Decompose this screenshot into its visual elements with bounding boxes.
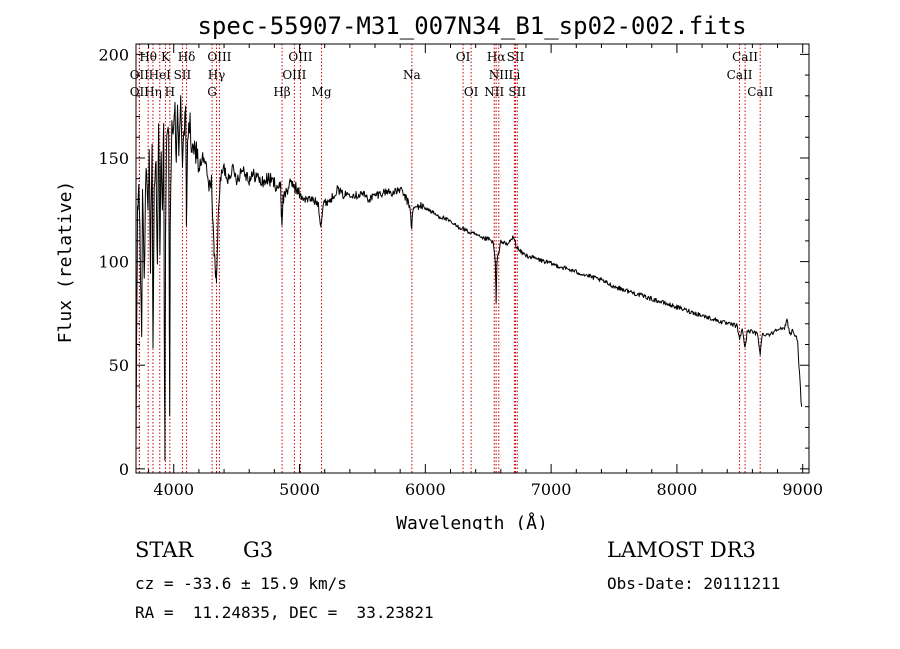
line-label: Hα: [487, 50, 506, 64]
plot-frame: [135, 43, 810, 474]
axes: 4000 5000 6000 7000 8000 9000 0 50 100 150 200: [98, 44, 823, 499]
line-label: SII: [174, 68, 192, 82]
x-tick-label: 7000: [531, 480, 572, 499]
spectrum-line: [135, 95, 802, 461]
line-label: OIII: [282, 68, 306, 82]
x-tick-label: 5000: [279, 480, 320, 499]
line-label: Hη: [144, 85, 162, 99]
line-label: Na: [403, 68, 421, 82]
spectrum-series: [135, 95, 802, 461]
line-label: OII: [130, 85, 150, 99]
x-tick-label: 6000: [405, 480, 446, 499]
line-label: CaII: [727, 68, 753, 82]
line-label: H: [165, 85, 175, 99]
coordinates: RA = 11.24835, DEC = 33.23821: [135, 603, 434, 622]
line-label: Hδ: [178, 50, 196, 64]
line-label: Hθ: [139, 50, 157, 64]
y-axis-label: Flux (relative): [55, 181, 76, 344]
x-axis-label: Wavelength (Å): [396, 512, 548, 530]
line-label: HeI: [149, 68, 172, 82]
x-tick-label: 4000: [153, 480, 194, 499]
line-label: OI: [456, 50, 471, 64]
y-tick-label: 50: [109, 356, 129, 375]
spectrum-chart: spec-55907-M31_007N34_B1_sp02-002.fits H…: [55, 12, 823, 530]
line-label: Hγ: [208, 68, 226, 82]
y-tick-label: 0: [119, 460, 129, 479]
line-label: CaII: [747, 85, 773, 99]
chart-title: spec-55907-M31_007N34_B1_sp02-002.fits: [197, 12, 746, 40]
line-label: OI: [464, 85, 479, 99]
line-label: NII: [489, 68, 509, 82]
line-label: SII: [508, 85, 526, 99]
line-label: G: [207, 85, 217, 99]
line-label: NII: [484, 85, 504, 99]
object-class: STAR: [135, 538, 194, 562]
subclass: G3: [243, 538, 274, 562]
obs-date: Obs-Date: 20111211: [607, 574, 781, 593]
y-tick-label: 200: [98, 45, 129, 64]
line-label: OIII: [288, 50, 312, 64]
x-tick-label: 9000: [782, 480, 823, 499]
line-label: OIII: [207, 50, 231, 64]
y-tick-label: 150: [98, 149, 129, 168]
line-label: Mg: [312, 85, 332, 99]
survey-name: LAMOST DR3: [607, 538, 756, 562]
line-label: Li: [508, 68, 520, 82]
x-tick-label: 8000: [657, 480, 698, 499]
line-label: CaII: [732, 50, 758, 64]
y-tick-label: 100: [98, 253, 129, 272]
line-label: Hβ: [273, 85, 290, 99]
line-label: K: [161, 50, 171, 64]
line-markers: HθOIIOIIKHeIHηSIIHHδOIIIHγGOIIIOIIIHβMgN…: [130, 44, 773, 473]
redshift: cz = -33.6 ± 15.9 km/s: [135, 574, 347, 593]
line-label: SII: [507, 50, 525, 64]
